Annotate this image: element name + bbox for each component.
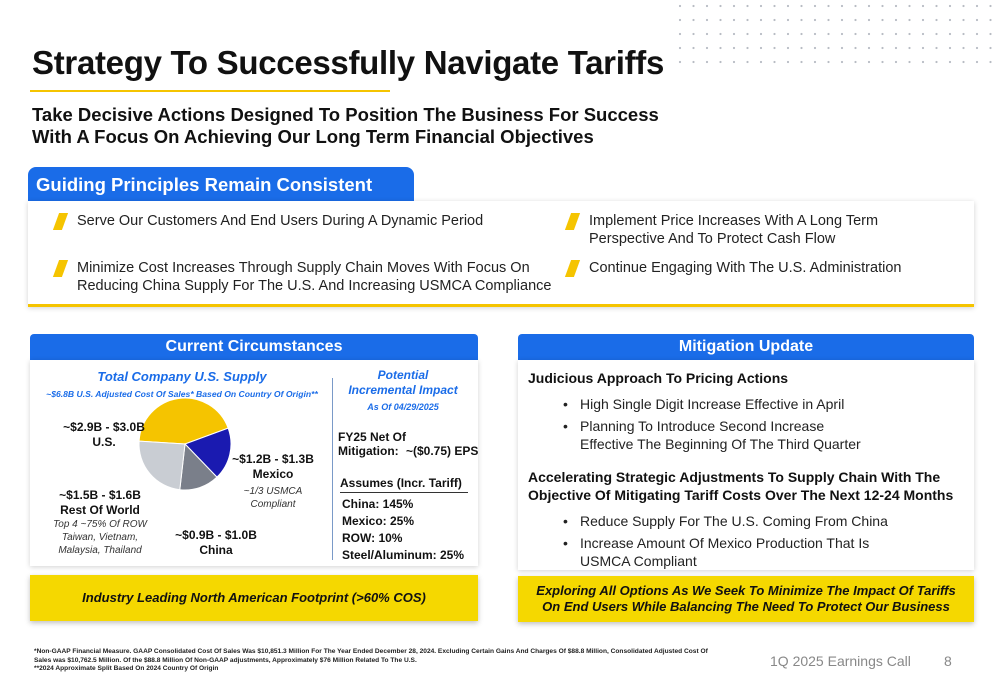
principle-text: Perspective And To Protect Cash Flow xyxy=(589,231,836,247)
dot-pattern xyxy=(678,4,992,64)
mitigation-bullet: High Single Digit Increase Effective in … xyxy=(563,395,845,413)
guiding-principles-box: Serve Our Customers And End Users During… xyxy=(28,201,974,307)
mexico-note: ~1/3 USMCA Compliant xyxy=(234,485,312,511)
bullet-text: Planning To Introduce Second Increase xyxy=(580,418,825,434)
pie-label-mexico: ~$1.2B - $1.3B Mexico xyxy=(228,452,318,482)
current-circumstances-panel xyxy=(30,360,478,566)
note-line: Compliant xyxy=(250,499,296,510)
bullet-text: Reduce Supply For The U.S. Coming From C… xyxy=(580,513,888,529)
callout-line: On End Users While Balancing The Need To… xyxy=(542,599,950,614)
assume-item: China: 145% xyxy=(342,497,414,511)
bullet-text: High Single Digit Increase Effective in … xyxy=(580,396,845,412)
note-line: Taiwan, Vietnam, xyxy=(61,532,139,543)
exploring-options-callout: Exploring All Options As We Seek To Mini… xyxy=(518,576,974,622)
principle-text: Minimize Cost Increases Through Supply C… xyxy=(77,260,530,276)
pie-label-value: ~$2.9B - $3.0B xyxy=(63,420,145,434)
fy25-label: FY25 Net Of Mitigation: xyxy=(338,430,406,458)
assume-item: ROW: 10% xyxy=(342,531,403,545)
note-line: ~1/3 USMCA xyxy=(243,486,303,497)
bullet-text: Increase Amount Of Mexico Production Tha… xyxy=(580,535,870,551)
supply-subtitle: ~$6.8B U.S. Adjusted Cost Of Sales* Base… xyxy=(46,389,318,399)
subtitle-line-1: Take Decisive Actions Designed To Positi… xyxy=(32,104,659,125)
assumes-title: Assumes (Incr. Tariff) xyxy=(340,476,468,493)
page-title: Strategy To Successfully Navigate Tariff… xyxy=(32,44,665,81)
slash-bullet-icon xyxy=(564,213,581,230)
slash-bullet-icon xyxy=(52,213,69,230)
mitigation-bullet: Planning To Introduce Second Increase Ef… xyxy=(563,417,861,453)
assume-item: Steel/Aluminum: 25% xyxy=(342,548,465,562)
footnotes: *Non-GAAP Financial Measure. GAAP Consol… xyxy=(34,648,744,674)
principle-text: Continue Engaging With The U.S. Administ… xyxy=(589,260,902,276)
supply-pie-chart xyxy=(138,397,232,491)
impact-as-of: As Of 04/29/2025 xyxy=(367,402,439,412)
principle-item: Serve Our Customers And End Users During… xyxy=(50,212,483,230)
bullet-text: USMCA Compliant xyxy=(580,553,697,569)
pie-label-value: ~$1.2B - $1.3B xyxy=(232,452,314,466)
panel-divider xyxy=(332,378,333,560)
pie-label-us: ~$2.9B - $3.0B U.S. xyxy=(52,420,156,450)
page-number: 8 xyxy=(944,653,952,669)
fy25-label-line: FY25 Net Of xyxy=(338,430,407,444)
fy25-label-line: Mitigation: xyxy=(338,444,399,458)
impact-title-line: Potential xyxy=(377,368,429,382)
principle-item: Minimize Cost Increases Through Supply C… xyxy=(50,259,551,295)
row-note: Top 4 ~75% Of ROW Taiwan, Vietnam, Malay… xyxy=(48,518,152,557)
principle-item: Implement Price Increases With A Long Te… xyxy=(562,212,878,248)
mitigation-bullet: Reduce Supply For The U.S. Coming From C… xyxy=(563,512,888,530)
pie-slice-rest-of-world xyxy=(138,440,186,491)
pie-label-row: ~$1.5B - $1.6B Rest Of World xyxy=(48,488,152,518)
page-subtitle: Take Decisive Actions Designed To Positi… xyxy=(32,104,659,148)
slash-bullet-icon xyxy=(52,260,69,277)
assume-item: Mexico: 25% xyxy=(342,514,415,528)
note-line: Malaysia, Thailand xyxy=(58,545,142,556)
fy25-eps-value: ~($0.75) EPS xyxy=(406,444,479,458)
pie-label-china: ~$0.9B - $1.0B China xyxy=(164,528,268,558)
pie-slice-mexico xyxy=(184,427,232,478)
impact-title-line: Incremental Impact xyxy=(348,383,458,397)
pie-label-name: U.S. xyxy=(92,435,116,449)
heading-line: Accelerating Strategic Adjustments To Su… xyxy=(528,469,941,485)
footprint-callout: Industry Leading North American Footprin… xyxy=(30,575,478,621)
subtitle-line-2: With A Focus On Achieving Our Long Term … xyxy=(32,126,594,147)
pie-label-name: China xyxy=(199,543,233,557)
title-underline xyxy=(30,90,390,92)
mitigation-header: Mitigation Update xyxy=(518,334,974,360)
pie-slice-u-s- xyxy=(138,397,229,445)
principle-text: Reducing China Supply For The U.S. And I… xyxy=(77,278,552,294)
callout-line: Exploring All Options As We Seek To Mini… xyxy=(536,583,956,598)
footnote-line: *Non-GAAP Financial Measure. GAAP Consol… xyxy=(34,648,708,655)
footnote-line: **2024 Approximate Split Based On 2024 C… xyxy=(34,665,219,672)
pricing-heading: Judicious Approach To Pricing Actions xyxy=(528,370,789,386)
impact-title: Potential Incremental Impact xyxy=(338,368,468,398)
supply-title: Total Company U.S. Supply xyxy=(97,369,267,384)
principle-item: Continue Engaging With The U.S. Administ… xyxy=(562,259,901,277)
mitigation-bullet: Increase Amount Of Mexico Production Tha… xyxy=(563,534,870,570)
current-circumstances-header: Current Circumstances xyxy=(30,334,478,360)
note-line: Top 4 ~75% Of ROW xyxy=(53,519,147,530)
pie-label-value: ~$1.5B - $1.6B xyxy=(59,488,141,502)
pie-label-name: Mexico xyxy=(252,467,294,481)
assumes-list: China: 145% Mexico: 25% ROW: 10% Steel/A… xyxy=(342,496,464,564)
principle-text: Serve Our Customers And End Users During… xyxy=(77,213,484,229)
pie-label-value: ~$0.9B - $1.0B xyxy=(175,528,257,542)
supply-chain-heading: Accelerating Strategic Adjustments To Su… xyxy=(528,468,953,504)
bullet-text: Effective The Beginning Of The Third Qua… xyxy=(580,436,861,452)
earnings-call-label: 1Q 2025 Earnings Call xyxy=(770,653,911,669)
footnote-line: Sales was $10,762.5 Million. Of the $88.… xyxy=(34,656,417,664)
principle-text: Implement Price Increases With A Long Te… xyxy=(589,213,879,229)
guiding-principles-header: Guiding Principles Remain Consistent xyxy=(28,167,414,201)
slash-bullet-icon xyxy=(564,260,581,277)
heading-line: Objective Of Mitigating Tariff Costs Ove… xyxy=(528,487,954,503)
pie-label-name: Rest Of World xyxy=(60,503,140,517)
